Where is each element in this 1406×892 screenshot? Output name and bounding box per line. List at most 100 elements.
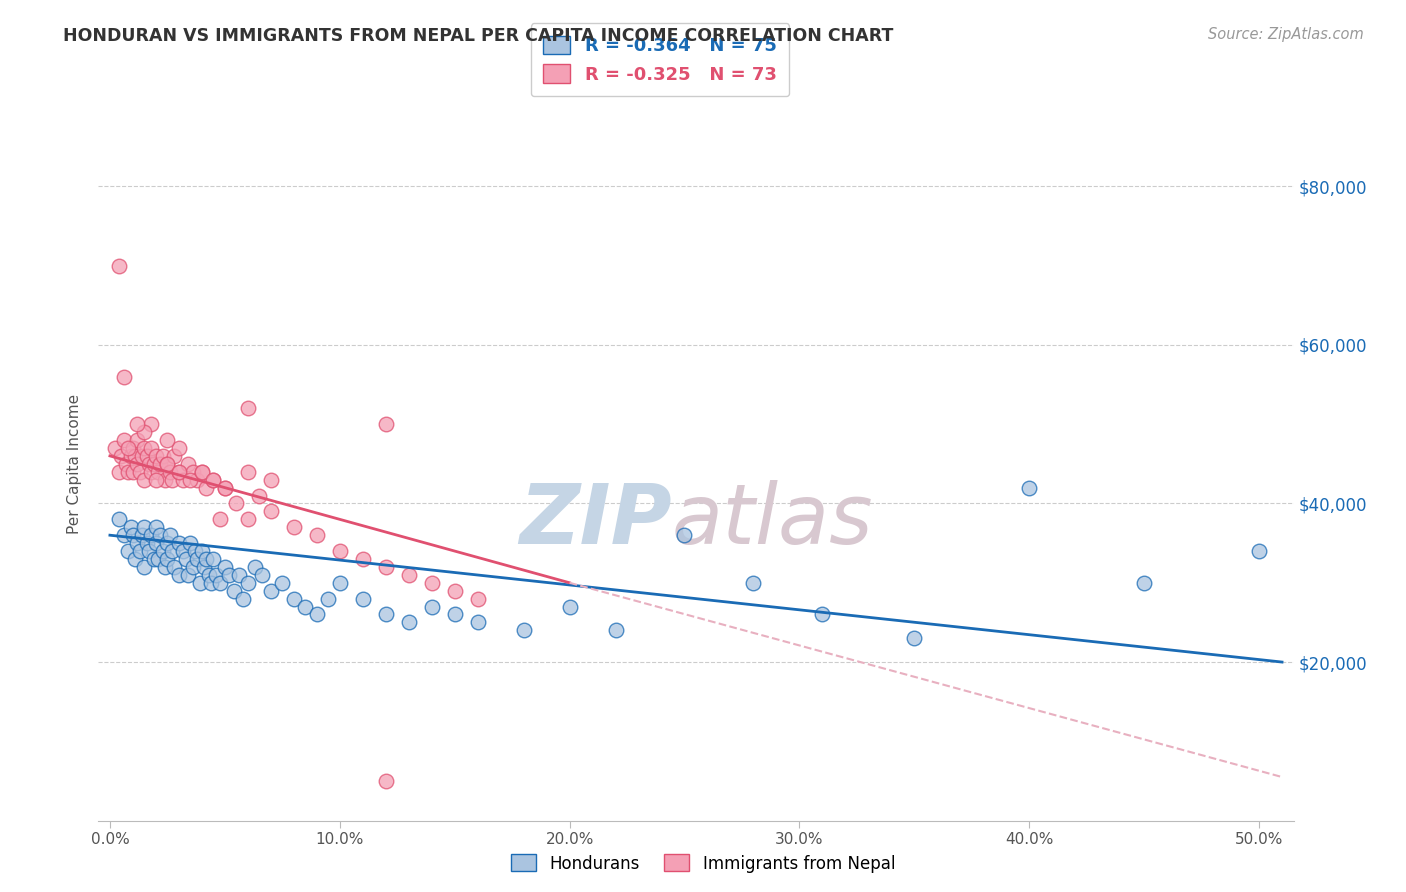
Point	[443, 583, 465, 598]
Point	[124, 449, 146, 463]
Point	[159, 465, 181, 479]
Point	[202, 473, 225, 487]
Point	[271, 575, 294, 590]
Point	[134, 520, 156, 534]
Legend: R = -0.364   N = 75, R = -0.325   N = 73: R = -0.364 N = 75, R = -0.325 N = 73	[531, 23, 789, 96]
Point	[167, 465, 190, 479]
Point	[127, 457, 149, 471]
Point	[117, 441, 139, 455]
Point	[167, 441, 190, 455]
Point	[512, 624, 534, 638]
Point	[673, 528, 696, 542]
Point	[142, 552, 165, 566]
Point	[188, 575, 211, 590]
Point	[467, 615, 489, 630]
Point	[141, 441, 163, 455]
Point	[122, 528, 145, 542]
Point	[204, 567, 226, 582]
Point	[142, 457, 165, 471]
Point	[305, 607, 328, 622]
Point	[283, 520, 305, 534]
Point	[138, 457, 160, 471]
Point	[195, 481, 218, 495]
Point	[134, 473, 156, 487]
Point	[108, 465, 131, 479]
Point	[1018, 481, 1040, 495]
Point	[236, 465, 259, 479]
Point	[467, 591, 489, 606]
Point	[135, 449, 157, 463]
Point	[108, 259, 131, 273]
Point	[110, 449, 132, 463]
Point	[127, 536, 149, 550]
Point	[191, 465, 214, 479]
Point	[214, 481, 236, 495]
Point	[605, 624, 627, 638]
Point	[260, 504, 283, 518]
Point	[120, 449, 142, 463]
Point	[174, 552, 197, 566]
Point	[108, 512, 131, 526]
Point	[374, 417, 396, 432]
Point	[148, 552, 170, 566]
Point	[420, 599, 443, 614]
Point	[167, 536, 190, 550]
Point	[398, 567, 420, 582]
Point	[200, 575, 222, 590]
Point	[236, 512, 259, 526]
Point	[149, 528, 172, 542]
Point	[167, 465, 190, 479]
Point	[112, 528, 135, 542]
Point	[191, 465, 214, 479]
Text: atlas: atlas	[672, 481, 873, 561]
Point	[1133, 575, 1156, 590]
Point	[260, 583, 283, 598]
Point	[443, 607, 465, 622]
Point	[127, 433, 149, 447]
Point	[163, 449, 186, 463]
Point	[316, 591, 339, 606]
Point	[218, 567, 240, 582]
Point	[177, 567, 200, 582]
Point	[294, 599, 316, 614]
Point	[122, 465, 145, 479]
Point	[172, 473, 194, 487]
Legend: Hondurans, Immigrants from Nepal: Hondurans, Immigrants from Nepal	[505, 847, 901, 880]
Point	[305, 528, 328, 542]
Point	[191, 544, 214, 558]
Point	[131, 528, 153, 542]
Point	[135, 536, 157, 550]
Point	[214, 481, 236, 495]
Point	[374, 774, 396, 789]
Point	[145, 536, 167, 550]
Point	[120, 520, 142, 534]
Point	[145, 473, 167, 487]
Point	[124, 552, 146, 566]
Point	[283, 591, 305, 606]
Point	[156, 433, 179, 447]
Point	[228, 567, 250, 582]
Text: Source: ZipAtlas.com: Source: ZipAtlas.com	[1208, 27, 1364, 42]
Point	[152, 544, 174, 558]
Point	[145, 449, 167, 463]
Text: ZIP: ZIP	[519, 481, 672, 561]
Text: HONDURAN VS IMMIGRANTS FROM NEPAL PER CAPITA INCOME CORRELATION CHART: HONDURAN VS IMMIGRANTS FROM NEPAL PER CA…	[63, 27, 894, 45]
Point	[131, 449, 153, 463]
Point	[127, 417, 149, 432]
Point	[172, 544, 194, 558]
Point	[134, 425, 156, 439]
Point	[186, 552, 208, 566]
Point	[352, 591, 374, 606]
Point	[811, 607, 834, 622]
Point	[329, 544, 352, 558]
Y-axis label: Per Capita Income: Per Capita Income	[67, 393, 83, 534]
Point	[247, 489, 270, 503]
Point	[145, 520, 167, 534]
Point	[214, 560, 236, 574]
Point	[352, 552, 374, 566]
Point	[1247, 544, 1270, 558]
Point	[117, 544, 139, 558]
Point	[181, 465, 204, 479]
Point	[209, 512, 232, 526]
Point	[152, 449, 174, 463]
